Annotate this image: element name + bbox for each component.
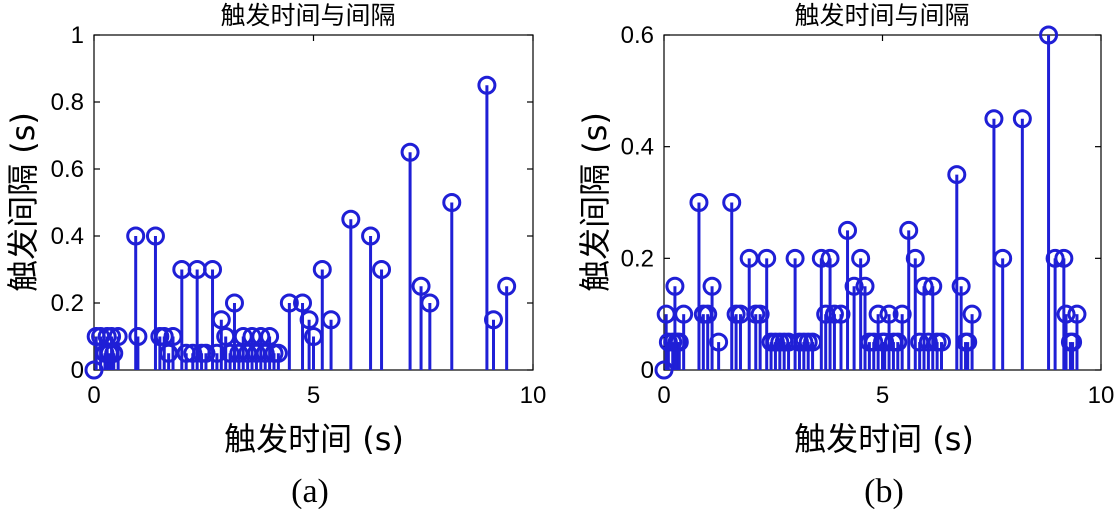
stem-marker [931,332,951,352]
stem-marker [669,332,689,352]
stem-marker [442,193,462,212]
stem-marker [851,248,871,268]
stem-marker [757,248,777,268]
stem-marker [951,276,971,296]
plot-frame [93,34,534,371]
x-axis-label: 触发时间 (s) [224,420,404,458]
y-tick-label: 0.2 [51,290,84,317]
stem-marker [1012,109,1032,129]
stem-marker [224,293,244,313]
stem-marker [702,276,722,296]
stem-marker [211,310,231,330]
stem-marker [483,310,503,330]
stem-marker [299,310,319,330]
y-tick-label: 0.2 [621,245,654,272]
stem-marker [477,75,497,95]
stem-marker [962,304,982,324]
x-tick-label: 0 [87,382,100,409]
x-tick-label: 0 [657,382,670,409]
x-tick-label: 10 [520,382,547,409]
panel-label: (b) [864,473,904,509]
panel-label: (a) [291,473,329,509]
x-tick-label: 5 [307,382,320,409]
stem-marker [785,248,805,268]
stem-marker [321,310,341,330]
y-axis-label: 触发间隔 (s) [4,112,42,292]
stem-marker [698,304,718,324]
stem-marker [279,293,299,313]
chart-title: 触发时间与间隔 [220,1,395,30]
stem-marker [260,327,280,346]
stem-marker [361,226,381,246]
y-tick-label: 0.4 [621,134,654,161]
stem-marker [293,293,313,313]
x-tick-label: 10 [1088,382,1115,409]
stem-marker [1063,332,1083,352]
chart-panel-a: 触发时间与间隔 触发间隔 (s) 触发时间 (s) (a) 0 5 10 0 0.2 0.… [4,1,546,509]
stem-marker [868,304,888,324]
stem-marker [689,193,709,212]
stem-marker [1067,304,1087,324]
stem-marker [312,260,332,279]
stem-marker [838,220,858,240]
stem-marker [400,142,420,162]
chart-panel-b: 触发时间与间隔 触发间隔 (s) 触发时间 (s) (b) 0 5 10 0 0.2 0.… [576,1,1114,509]
stem-marker [497,276,517,296]
stem-marker [665,276,685,296]
stem-marker [159,343,179,363]
stem-marker [145,226,165,246]
stem-marker [923,276,943,296]
y-tick-label: 0.6 [621,22,654,49]
stem-marker [722,193,742,212]
chart-title: 触发时间与间隔 [794,1,969,30]
stem-marker [420,293,440,313]
stem-marker [128,327,148,346]
x-axis-label: 触发时间 (s) [794,420,974,458]
stem-marker [268,343,288,363]
y-tick-label: 0.4 [51,223,84,250]
stem-marker [411,276,431,296]
stem-marker [1054,248,1074,268]
stem-marker [879,304,899,324]
stem-marker [888,332,908,352]
stem-marker [104,343,124,363]
stem-marker [905,248,925,268]
y-tick-label: 0 [71,357,84,384]
stem-marker [126,226,146,246]
stem-marker [1056,304,1076,324]
stem-marker [947,165,967,185]
stem-marker [993,248,1013,268]
stem-marker [855,276,875,296]
stem-marker [984,109,1004,129]
y-tick-label: 0.6 [51,156,84,183]
stem-marker [674,304,694,324]
stem-marker [203,260,223,279]
stem-marker [899,220,919,240]
stem-marker [820,248,840,268]
x-tick-label: 5 [876,382,889,409]
stem-marker [372,260,392,279]
stem-marker [108,327,128,346]
stem-marker [958,332,978,352]
stem-marker [341,209,361,229]
y-tick-label: 1 [71,22,84,49]
stem-marker [1039,25,1059,45]
y-tick-label: 0.8 [51,89,84,116]
y-axis-label: 触发间隔 (s) [576,112,614,292]
y-tick-label: 0 [641,357,654,384]
stem-marker [709,332,729,352]
